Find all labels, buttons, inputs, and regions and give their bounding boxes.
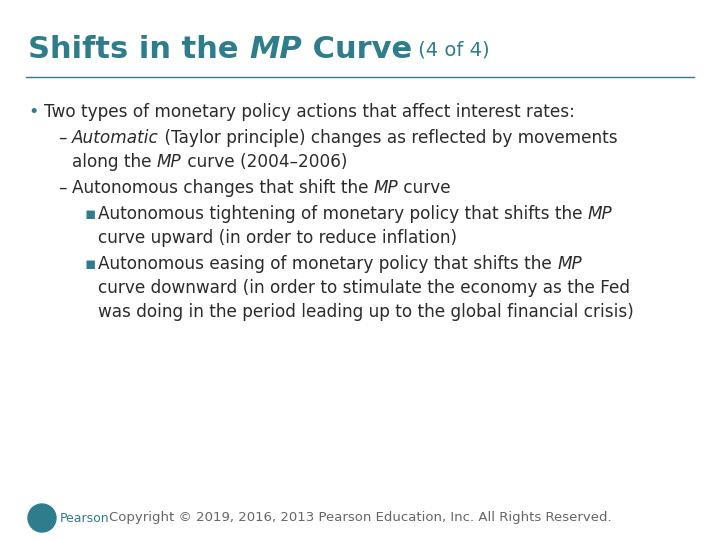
- Text: MP: MP: [557, 255, 582, 273]
- Text: Two types of monetary policy actions that affect interest rates:: Two types of monetary policy actions tha…: [44, 103, 575, 121]
- Text: ▪: ▪: [84, 205, 96, 223]
- Text: (Taylor principle) changes as reflected by movements: (Taylor principle) changes as reflected …: [158, 129, 617, 147]
- Text: Autonomous changes that shift the: Autonomous changes that shift the: [72, 179, 374, 197]
- Text: MP: MP: [374, 179, 398, 197]
- Text: MP: MP: [249, 36, 302, 64]
- Text: Shifts in the: Shifts in the: [28, 36, 249, 64]
- Text: Copyright © 2019, 2016, 2013 Pearson Education, Inc. All Rights Reserved.: Copyright © 2019, 2016, 2013 Pearson Edu…: [109, 511, 611, 524]
- Text: (4 of 4): (4 of 4): [412, 40, 490, 59]
- Text: Pearson: Pearson: [60, 511, 109, 524]
- Text: –: –: [58, 129, 66, 147]
- Text: curve upward (in order to reduce inflation): curve upward (in order to reduce inflati…: [98, 229, 457, 247]
- Text: •: •: [28, 103, 38, 121]
- Text: was doing in the period leading up to the global financial crisis): was doing in the period leading up to th…: [98, 303, 634, 321]
- Text: Autonomous tightening of monetary policy that shifts the: Autonomous tightening of monetary policy…: [98, 205, 588, 223]
- Text: ▪: ▪: [84, 255, 96, 273]
- Text: Automatic: Automatic: [72, 129, 158, 147]
- Text: curve downward (in order to stimulate the economy as the Fed: curve downward (in order to stimulate th…: [98, 279, 630, 297]
- Text: along the: along the: [72, 153, 157, 171]
- Text: MP: MP: [588, 205, 613, 223]
- Circle shape: [28, 504, 56, 532]
- Text: P: P: [37, 511, 47, 524]
- Text: curve: curve: [398, 179, 451, 197]
- Text: MP: MP: [157, 153, 181, 171]
- Text: curve (2004–2006): curve (2004–2006): [181, 153, 347, 171]
- Text: Curve: Curve: [302, 36, 412, 64]
- Text: –: –: [58, 179, 66, 197]
- Text: Autonomous easing of monetary policy that shifts the: Autonomous easing of monetary policy tha…: [98, 255, 557, 273]
